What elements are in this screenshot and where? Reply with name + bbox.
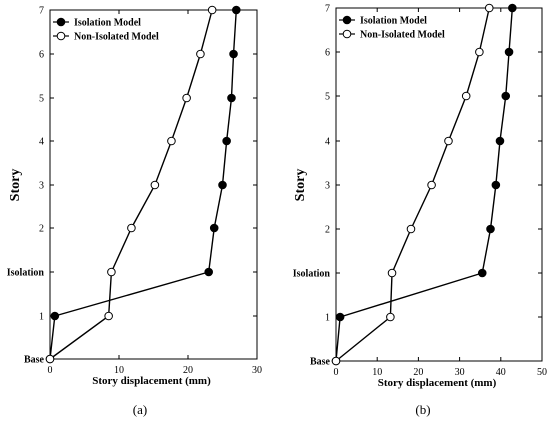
panel-b-non-isolated-model-point	[331, 356, 341, 366]
panel-b-isolation-model-line	[335, 7, 514, 362]
panel-b-x-tick-label: 0	[334, 367, 339, 378]
panel-a-y-tick-label: 2	[39, 224, 44, 235]
panel-a-isolation-model-line	[49, 9, 237, 360]
panel-a-isolation-model-point	[222, 136, 231, 146]
panel-a-x-tick-label: 0	[48, 365, 53, 376]
panel-a-y-tick-label: Isolation	[7, 268, 45, 279]
panel-a-isolation-model-point	[204, 267, 213, 277]
panel-a-y-tick-label: 5	[39, 94, 44, 105]
panel-a-non-isolated-model-point	[104, 311, 113, 321]
panel-b-y-tick-label: 2	[325, 225, 330, 236]
panel-a-legend-non-isolated-model-marker	[56, 31, 66, 41]
panel-a-isolation-model-point	[50, 311, 60, 321]
panel-a-y-tick-label: 1	[39, 312, 44, 323]
panel-b-non-isolated-model-point	[484, 3, 494, 13]
panel-a-isolation-model-point	[232, 5, 241, 15]
panel-b-isolation-model-point	[477, 268, 487, 278]
panel-a-isolation-model-point	[209, 223, 219, 233]
panel-a-isolation-model-point	[218, 180, 227, 190]
panel-a-legend-non-isolated-model-label: Non-Isolated Model	[74, 32, 159, 43]
panel-b-isolation-model-point	[495, 136, 505, 146]
panel-a-x-tick-label: 20	[183, 365, 193, 376]
panel-b-y-tick-label: 6	[325, 48, 330, 59]
panel-a-non-isolated-model-point	[45, 354, 55, 364]
panel-b-non-isolated-model-point	[386, 312, 395, 322]
panel-a-x-axis-title: Story displacement (mm)	[92, 375, 211, 387]
panel-a-y-tick-label: Base	[24, 355, 45, 366]
panel-a-y-tick-label: 4	[39, 137, 44, 148]
panel-a-y-tick-label: 6	[39, 50, 44, 61]
panel-a-non-isolated-model-point	[167, 136, 176, 146]
panel-b-y-tick-label: Base	[310, 357, 331, 368]
panel-a-non-isolated-model-point	[127, 223, 136, 233]
panel-b-y-tick-label: 1	[325, 313, 330, 324]
panel-b-x-tick-label: 30	[455, 367, 465, 378]
panel-b-isolation-model-point	[335, 312, 345, 322]
panel-b-isolation-model-point	[486, 224, 495, 234]
panel-b-isolation-model-point	[501, 91, 511, 101]
panel-a-y-tick-label: 3	[39, 181, 44, 192]
panel-a-non-isolated-model-point	[150, 180, 160, 190]
panel-b-non-isolated-model-point	[444, 136, 453, 146]
panel-a-non-isolated-model-line	[49, 9, 213, 360]
panel-a-non-isolated-model-point	[196, 49, 205, 59]
panel-a-non-isolated-model-point	[207, 5, 217, 15]
panel-b-non-isolated-model-point	[461, 91, 471, 101]
panel-a-legend-isolation-model-label: Isolation Model	[74, 18, 141, 29]
panel-b-isolation-model-point	[508, 3, 517, 13]
panel-b-y-tick-label: 5	[325, 92, 330, 103]
panel-b-x-tick-label: 10	[372, 367, 382, 378]
panel-a-legend-isolation-model-marker	[56, 17, 66, 27]
panel-a-x-tick-label: 30	[252, 365, 262, 376]
panel-a-y-axis-title: Story	[8, 169, 23, 202]
panel-b-x-tick-label: 20	[413, 367, 423, 378]
panel-a-non-isolated-model-point	[182, 93, 191, 103]
panel-b-non-isolated-model-point	[387, 268, 397, 278]
panel-b-y-tick-label: 3	[325, 181, 330, 192]
panel-b-legend-isolation-model-marker	[342, 15, 352, 25]
panel-b-isolation-model-point	[491, 180, 501, 190]
panel-b-y-tick-label: Isolation	[293, 269, 331, 280]
panel-b-y-tick-label: 4	[325, 137, 330, 148]
panel-b-x-tick-label: 50	[537, 367, 547, 378]
panel-b-non-isolated-model-point	[475, 47, 484, 57]
panel-b-non-isolated-model-point	[406, 224, 416, 234]
panel-a-isolation-model-point	[227, 93, 236, 103]
panel-b-y-axis-title: Story	[293, 169, 308, 202]
panel-a-caption: (a)	[133, 402, 147, 417]
panel-b-caption: (b)	[415, 402, 430, 417]
panel-a-non-isolated-model-point	[107, 267, 116, 277]
panel-b-legend-non-isolated-model-label: Non-Isolated Model	[360, 30, 445, 41]
panel-b-non-isolated-model-point	[427, 180, 436, 190]
panel-b-x-axis-title: Story displacement (mm)	[378, 377, 497, 389]
panel-b-legend-isolation-model-label: Isolation Model	[360, 16, 427, 27]
panel-a-isolation-model-point	[229, 49, 238, 59]
panel-a-x-tick-label: 10	[114, 365, 124, 376]
panel-b-isolation-model-point	[504, 47, 514, 57]
panel-b-x-tick-label: 40	[496, 367, 506, 378]
panel-b-y-tick-label: 7	[325, 4, 330, 15]
panel-b-non-isolated-model-line	[335, 7, 490, 362]
panel-a-y-tick-label: 7	[39, 6, 44, 17]
panel-b-legend-non-isolated-model-marker	[342, 29, 352, 39]
